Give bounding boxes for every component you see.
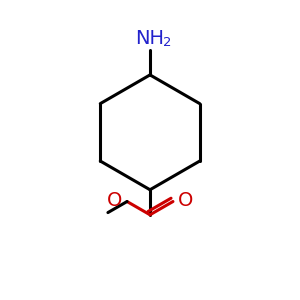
Text: O: O [178, 190, 194, 210]
Text: NH: NH [136, 29, 164, 48]
Text: O: O [106, 190, 122, 210]
Text: 2: 2 [163, 36, 171, 49]
